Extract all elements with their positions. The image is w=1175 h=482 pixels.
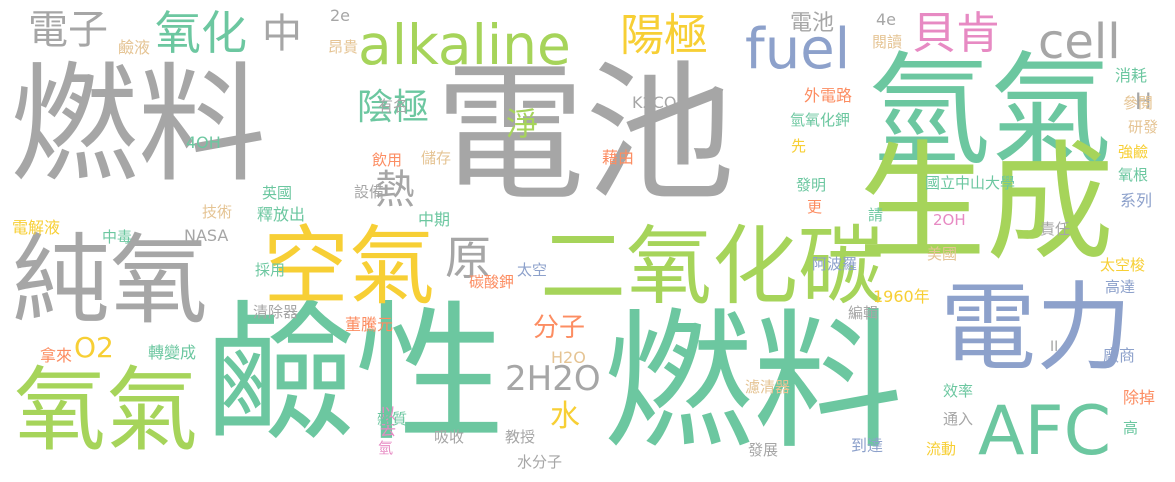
cloud-word: 到達 [851,436,884,455]
cloud-word: 貝肯 [912,8,1000,59]
cloud-word: 空氣 [263,217,435,317]
cloud-word: 美國 [927,245,958,263]
cloud-word: 氧氣 [14,357,199,464]
cloud-word: 請 [868,206,884,224]
cloud-word: O2 [74,331,114,364]
cloud-word: 昂貴 [328,38,359,56]
cloud-word: 更 [807,198,823,216]
cloud-word: 設備 [354,183,385,201]
cloud-word: 藉由 [602,148,635,167]
cloud-word: 發展 [748,441,779,459]
cloud-word: 熱 [375,167,415,213]
cloud-word: 陽極 [620,10,708,61]
cloud-word: 清除器 [253,303,299,321]
cloud-word: 參閱 [1123,94,1154,112]
cloud-word: 2e [330,6,351,25]
cloud-word: 儲存 [421,149,452,167]
cloud-word: 生成 [858,129,1115,278]
cloud-word: 二氧化碳 [540,217,884,317]
cloud-word: 氧根 [1118,166,1149,184]
cloud-word: 水 [550,399,580,434]
cloud-word: 2H2O [505,359,601,399]
cloud-word: AFC [978,392,1112,471]
cloud-word: 以去 [377,405,396,437]
cloud-word: 高達 [1105,278,1136,296]
cloud-word: 碳酸鉀 [469,273,515,291]
cloud-word: 鹼性 [205,288,506,462]
cloud-word: 水分子 [517,453,563,471]
cloud-word: 2OH [933,211,966,229]
cloud-word: 電池 [790,11,835,36]
cloud-word: 外電路 [804,86,853,105]
cloud-word: 教授 [505,428,536,446]
cloud-word: 飲用 [372,151,403,169]
cloud-word: cell [1038,14,1121,70]
cloud-word: 轉變成 [148,343,197,362]
cloud-word: 消耗 [1115,66,1148,85]
cloud-word: 4OH [186,133,221,152]
cloud-word: 高 [1123,419,1139,437]
cloud-word: 先 [791,137,807,155]
cloud-word: 氫 [376,440,394,455]
cloud-word: 廠商 [1103,346,1136,365]
cloud-word: 釋放出 [257,205,306,224]
cloud-word: 通入 [943,410,974,428]
cloud-word: 分子 [533,313,586,343]
cloud-word: 董騰元 [345,315,394,334]
cloud-word: 太空 [517,261,548,279]
cloud-word: 電子 [28,7,108,53]
cloud-word: 原 [445,231,491,285]
cloud-word: 系列 [1120,191,1153,210]
cloud-word: 中毒 [102,228,133,246]
cloud-word: K2CO [632,93,677,112]
cloud-word: 效率 [943,382,974,400]
cloud-word: 中 [262,11,302,57]
cloud-word: H2O [551,348,586,367]
cloud-word: NASA [184,226,229,245]
cloud-word: 氫氧化鉀 [790,111,851,129]
cloud-word: 濾清器 [745,378,791,396]
cloud-word: 中期 [418,210,451,229]
cloud-word: 太空梭 [1100,256,1146,274]
cloud-word: 責任 [1040,220,1071,238]
cloud-word: 發明 [796,176,827,194]
cloud-word: 阿波羅 [812,255,858,273]
cloud-word: II [1050,339,1059,355]
cloud-word: 純氧 [12,224,209,338]
cloud-word: 陰極 [357,87,430,128]
cloud-word: 1960年 [873,287,930,306]
cloud-word: 燃料 [603,296,904,470]
cloud-word: 英國 [262,184,293,202]
cloud-word: 吸收 [434,428,465,446]
cloud-word: 4e [876,10,897,29]
cloud-word: 技術 [202,203,233,221]
cloud-word: 淨 [506,105,539,143]
cloud-word: 編輯 [848,304,879,322]
cloud-word: 採用 [255,261,286,279]
cloud-word: 雜質 [377,410,408,428]
cloud-word: 除掉 [1123,388,1156,407]
cloud-word: 鹼液 [118,38,151,57]
cloud-word: 氧化 [155,6,247,60]
cloud-word: 研發 [1128,118,1159,136]
cloud-word: 電池 [435,48,736,222]
cloud-word: 有名 [378,97,409,115]
cloud-word: fuel [745,17,851,82]
cloud-word: 拿來 [40,346,73,365]
cloud-word: 流動 [926,440,957,458]
cloud-word: alkaline [358,13,571,77]
cloud-word: 燃料 [10,51,267,200]
cloud-word: 閱讀 [872,33,903,51]
cloud-word: 電解液 [12,218,61,237]
cloud-word: 強鹼 [1118,143,1149,161]
cloud-word: H [1135,90,1152,115]
cloud-word: 國立中山大學 [925,174,1016,192]
cloud-word: 氫氣 [868,40,1112,182]
cloud-word: 電力 [940,272,1132,384]
